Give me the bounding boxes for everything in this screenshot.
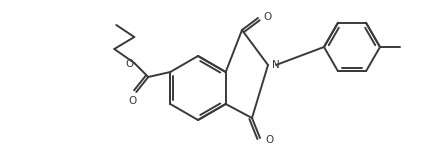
Text: O: O [262, 12, 270, 22]
Text: O: O [128, 96, 136, 106]
Text: O: O [264, 135, 273, 145]
Text: O: O [125, 59, 133, 69]
Text: N: N [271, 60, 279, 70]
